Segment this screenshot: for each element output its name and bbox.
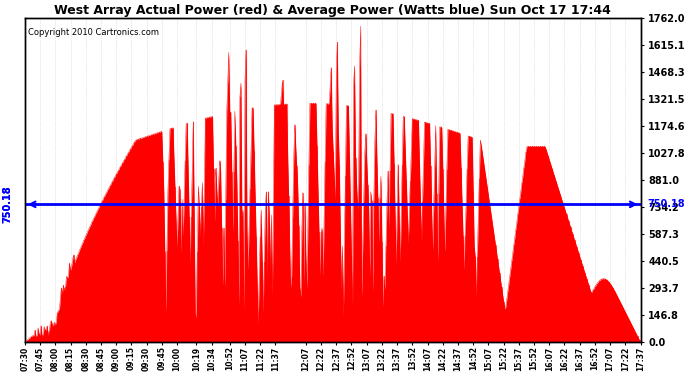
Text: 750.18: 750.18 (3, 186, 12, 223)
Text: 750.18: 750.18 (647, 200, 685, 209)
Text: 750.18: 750.18 (3, 186, 12, 223)
Text: Copyright 2010 Cartronics.com: Copyright 2010 Cartronics.com (28, 28, 159, 37)
Title: West Array Actual Power (red) & Average Power (Watts blue) Sun Oct 17 17:44: West Array Actual Power (red) & Average … (55, 4, 611, 17)
